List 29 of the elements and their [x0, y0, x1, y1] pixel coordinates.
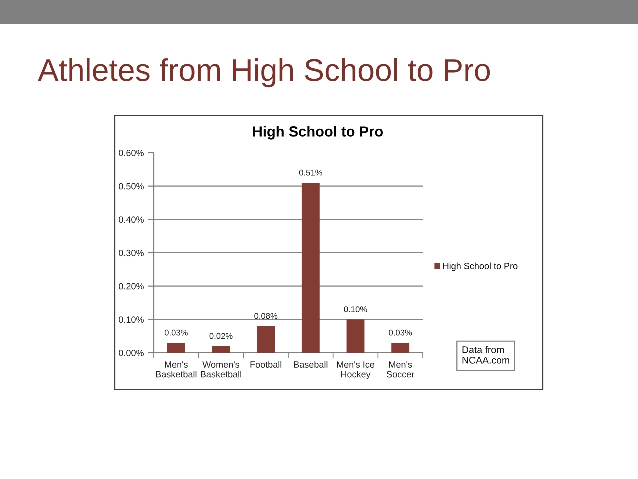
bar	[302, 183, 320, 353]
bar	[346, 320, 365, 353]
x-tick-label: Men's Ice Hockey	[337, 362, 375, 380]
x-tick-label: Men's Basketball	[156, 362, 197, 378]
data-label: 0.03%	[164, 330, 188, 336]
y-tick-label: 0.30%	[119, 250, 144, 256]
x-tick-label: Women's Basketball	[201, 362, 242, 378]
y-tick-label: 0.40%	[119, 216, 144, 224]
chart-subtitle: High School to Pro	[253, 126, 384, 140]
data-label: 0.51%	[299, 170, 322, 176]
data-label: 0.08%	[254, 313, 278, 320]
bar	[257, 326, 276, 353]
y-tick-label: 0.00%	[119, 350, 144, 356]
bar	[167, 343, 186, 353]
x-tick-label: Men's Soccer	[386, 362, 414, 378]
chart-title: Athletes from High School to Pro	[38, 58, 490, 88]
x-tick-label: Baseball	[294, 361, 328, 368]
data-label: 0.03%	[389, 330, 412, 336]
bar	[212, 346, 230, 353]
y-tick-label: 0.50%	[119, 183, 144, 190]
data-label: 0.02%	[210, 333, 233, 340]
y-tick-label: 0.10%	[119, 316, 144, 324]
y-tick-label: 0.20%	[119, 283, 144, 290]
text: Data from NCAA.com	[462, 346, 510, 364]
x-tick-label: Football	[250, 361, 282, 368]
data-label: 0.10%	[344, 306, 368, 312]
bar	[392, 343, 410, 353]
y-tick-label: 0.60%	[119, 150, 144, 156]
legend-label: High School to Pro	[444, 262, 518, 272]
